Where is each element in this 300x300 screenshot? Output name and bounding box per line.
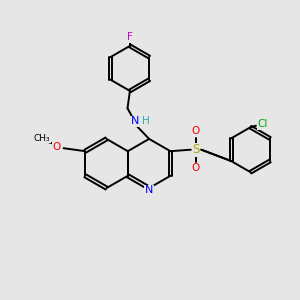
Text: O: O xyxy=(192,126,200,136)
Text: O: O xyxy=(53,142,61,152)
Text: CH₃: CH₃ xyxy=(34,134,51,143)
Text: S: S xyxy=(192,143,200,156)
Text: N: N xyxy=(131,116,140,127)
Text: N: N xyxy=(145,185,153,195)
Text: F: F xyxy=(127,32,133,43)
Text: H: H xyxy=(142,116,149,126)
Text: Cl: Cl xyxy=(257,119,268,129)
Text: O: O xyxy=(192,163,200,173)
